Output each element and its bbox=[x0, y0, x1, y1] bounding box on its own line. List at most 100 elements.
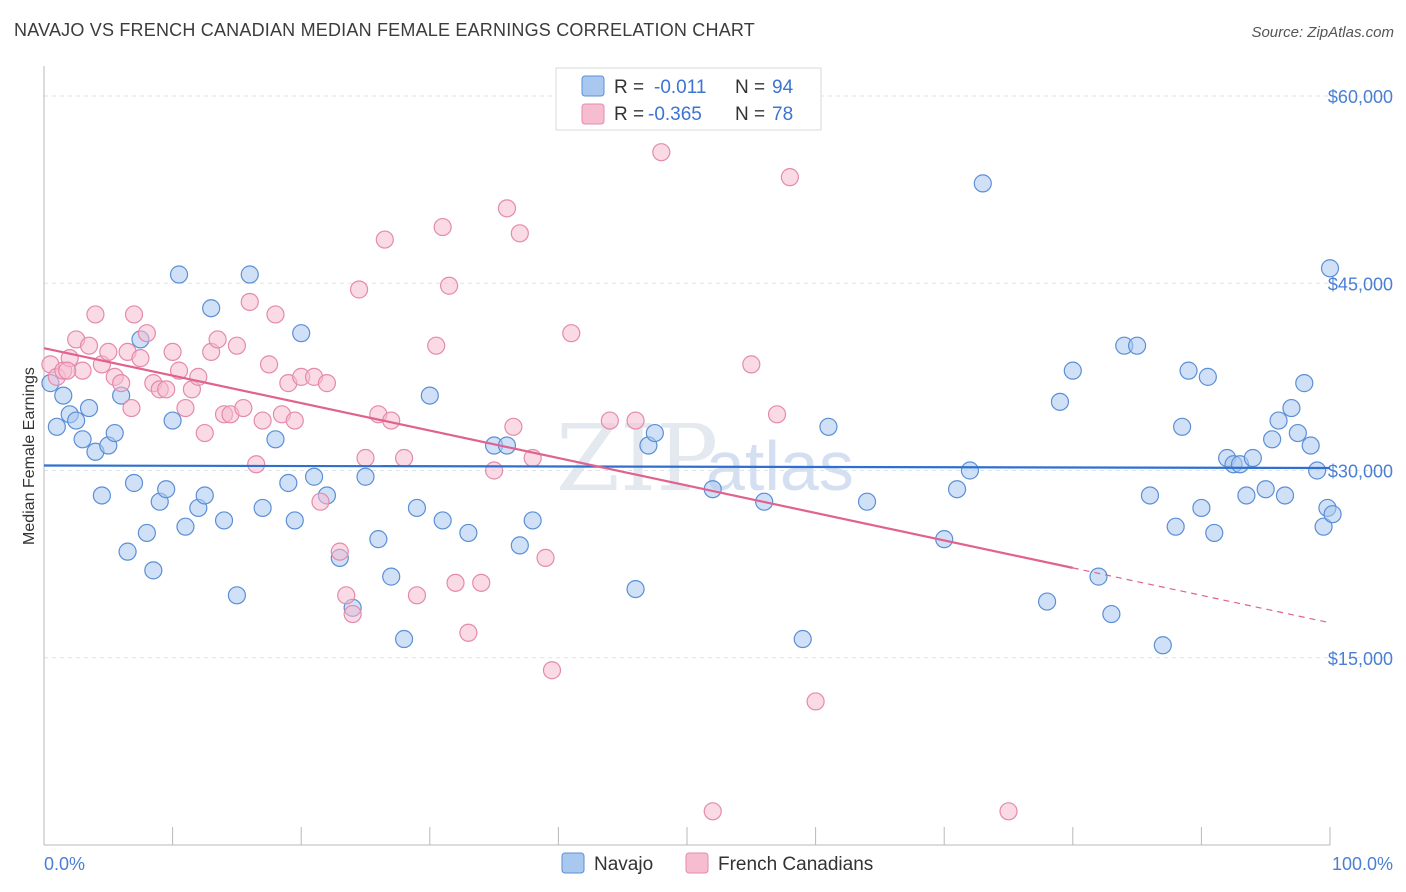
navajo-point-16 bbox=[144, 561, 163, 580]
y-axis-title: Median Female Earnings bbox=[21, 367, 38, 545]
navajo-point-21 bbox=[176, 517, 195, 536]
navajo-point-2 bbox=[54, 386, 73, 405]
navajo-point-80 bbox=[1243, 448, 1262, 468]
french-trend-line bbox=[43, 347, 1074, 569]
french-point-53 bbox=[427, 336, 446, 355]
french-point-45 bbox=[343, 604, 362, 624]
navajo-point-69 bbox=[1153, 636, 1172, 655]
navajo-point-79 bbox=[1237, 486, 1256, 505]
navajo-point-89 bbox=[1308, 461, 1327, 480]
french-point-18 bbox=[157, 380, 176, 399]
navajo-point-63 bbox=[1063, 361, 1082, 380]
navajo-point-87 bbox=[1295, 374, 1314, 393]
navajo-point-20 bbox=[169, 265, 189, 284]
french-point-6 bbox=[79, 336, 99, 355]
y-tick-label-1: $30,000 bbox=[1328, 462, 1393, 482]
navajo-point-92 bbox=[1320, 259, 1340, 278]
navajo-point-75 bbox=[1205, 523, 1224, 543]
french-point-50 bbox=[375, 230, 394, 249]
french-point-54 bbox=[433, 217, 452, 237]
navajo-point-18 bbox=[157, 480, 176, 499]
french-point-26 bbox=[208, 330, 227, 349]
navajo-point-93 bbox=[1323, 505, 1342, 524]
y-tick-label-2: $45,000 bbox=[1328, 274, 1393, 294]
y-tick-label-0: $15,000 bbox=[1328, 649, 1393, 669]
navajo-point-49 bbox=[626, 579, 645, 599]
french-point-62 bbox=[510, 224, 529, 243]
french-point-44 bbox=[337, 586, 356, 605]
navajo-point-90 bbox=[1314, 517, 1333, 536]
navajo-n-value: 94 bbox=[772, 77, 794, 98]
navajo-point-59 bbox=[960, 461, 980, 480]
navajo-point-55 bbox=[819, 417, 838, 436]
navajo-point-38 bbox=[369, 530, 388, 549]
french-r-label: R = bbox=[614, 104, 644, 125]
french-point-73 bbox=[780, 168, 799, 187]
french-point-59 bbox=[485, 461, 504, 480]
french-point-61 bbox=[504, 417, 523, 436]
navajo-point-26 bbox=[227, 586, 246, 605]
navajo-point-19 bbox=[163, 411, 182, 430]
french-point-60 bbox=[497, 199, 517, 218]
navajo-point-67 bbox=[1127, 336, 1147, 355]
navajo-point-84 bbox=[1275, 486, 1295, 505]
french-point-15 bbox=[137, 324, 156, 343]
french-point-71 bbox=[742, 355, 761, 374]
navajo-point-8 bbox=[92, 486, 111, 505]
chart-title: NAVAJO VS FRENCH CANADIAN MEDIAN FEMALE … bbox=[14, 20, 755, 40]
french-point-21 bbox=[176, 398, 195, 418]
navajo-point-23 bbox=[195, 486, 214, 505]
french-point-35 bbox=[266, 305, 285, 324]
navajo-point-33 bbox=[304, 467, 324, 486]
navajo-point-71 bbox=[1173, 417, 1192, 436]
french-legend-swatch bbox=[581, 103, 605, 125]
navajo-point-81 bbox=[1256, 480, 1275, 499]
navajo-point-58 bbox=[947, 480, 967, 499]
navajo-point-86 bbox=[1288, 423, 1307, 443]
navajo-point-24 bbox=[202, 299, 221, 318]
navajo-point-42 bbox=[420, 386, 439, 405]
navajo-point-68 bbox=[1140, 486, 1160, 505]
french-point-11 bbox=[112, 374, 131, 393]
french-point-31 bbox=[240, 292, 259, 312]
french-point-7 bbox=[86, 305, 105, 324]
navajo-point-32 bbox=[292, 324, 311, 343]
bottom-navajo-label: Navajo bbox=[594, 854, 653, 875]
navajo-trend-line bbox=[43, 464, 1331, 470]
bottom-french-label: French Canadians bbox=[718, 854, 873, 875]
french-point-66 bbox=[562, 324, 581, 343]
french-point-29 bbox=[227, 336, 246, 355]
french-point-19 bbox=[163, 342, 182, 362]
french-r-value: -0.365 bbox=[648, 104, 702, 125]
french-n-value: 78 bbox=[772, 104, 793, 125]
french-point-46 bbox=[349, 280, 369, 299]
navajo-point-82 bbox=[1263, 430, 1282, 449]
french-point-69 bbox=[652, 143, 671, 162]
navajo-legend-swatch bbox=[581, 75, 605, 97]
french-point-5 bbox=[73, 361, 92, 380]
french-point-56 bbox=[446, 573, 465, 592]
navajo-point-83 bbox=[1269, 411, 1288, 430]
navajo-point-62 bbox=[1050, 392, 1070, 411]
french-point-72 bbox=[767, 405, 787, 424]
french-point-67 bbox=[600, 411, 619, 430]
navajo-point-74 bbox=[1198, 367, 1217, 386]
french-point-41 bbox=[311, 492, 330, 511]
french-point-55 bbox=[439, 276, 459, 295]
french-point-20 bbox=[169, 361, 189, 380]
french-canadian-points bbox=[41, 143, 1018, 821]
top-legend: R = -0.011 N = 94 R = -0.365 N = 78 bbox=[555, 67, 822, 131]
navajo-point-12 bbox=[118, 542, 137, 561]
french-point-13 bbox=[124, 305, 144, 324]
french-point-68 bbox=[626, 411, 645, 430]
navajo-point-56 bbox=[857, 492, 877, 511]
french-point-76 bbox=[58, 361, 77, 380]
bottom-legend: Navajo French Canadians bbox=[561, 852, 873, 875]
x-tick-labels: 0.0% 100.0% bbox=[44, 854, 1393, 874]
french-point-52 bbox=[407, 586, 427, 605]
french-point-14 bbox=[131, 349, 150, 368]
navajo-point-27 bbox=[240, 265, 259, 284]
navajo-point-61 bbox=[1037, 592, 1057, 611]
navajo-point-85 bbox=[1282, 398, 1301, 418]
navajo-point-72 bbox=[1179, 361, 1198, 380]
